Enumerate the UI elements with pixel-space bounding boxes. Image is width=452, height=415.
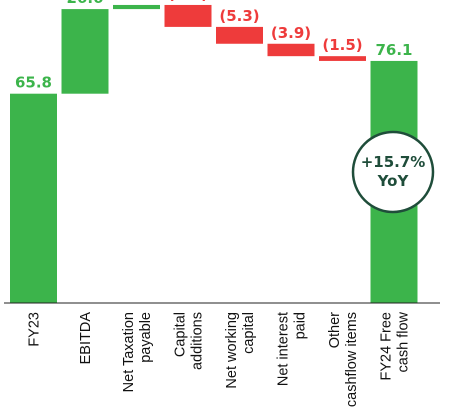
category-label-2: Net Taxation payable: [121, 312, 154, 392]
category-label-7: FY24 Free cash flow: [379, 311, 412, 380]
category-label-2-line-1: payable: [138, 312, 154, 363]
category-label-6-line-0: Other: [327, 312, 343, 348]
category-label-3-line-0: Capital: [173, 312, 189, 357]
yoy-callout: +15.7%YoY: [351, 130, 435, 214]
bar-3: [164, 4, 212, 27]
bar-6: [319, 56, 366, 61]
value-label-4: (5.3): [219, 7, 259, 25]
category-label-0-line-0: FY23: [27, 312, 43, 347]
value-label-6: (1.5): [322, 36, 362, 54]
category-label-2-line-0: Net Taxation: [121, 312, 137, 392]
callout-line-1: YoY: [377, 172, 410, 190]
category-label-4: Net working capital: [224, 312, 257, 389]
category-label-3-line-1: additions: [190, 312, 206, 370]
bar-4: [216, 26, 263, 44]
callout-line-0: +15.7%: [361, 153, 426, 171]
category-label-5: Net interest paid: [276, 312, 309, 386]
category-label-1-line-0: EBITDA: [78, 312, 94, 365]
category-label-5-line-1: paid: [293, 312, 309, 339]
value-label-0: 65.8: [15, 74, 52, 92]
value-label-7: 76.1: [375, 41, 412, 59]
bar-2: [113, 4, 160, 10]
bar-1: [61, 9, 109, 94]
value-label-1: 26.6: [66, 0, 103, 7]
category-label-0: FY23: [27, 312, 43, 347]
category-label-1: EBITDA: [78, 312, 94, 365]
category-label-7-line-0: FY24 Free: [379, 312, 395, 381]
category-label-3: Capital additions: [173, 312, 206, 370]
category-label-6: Other cashflow items: [327, 312, 360, 407]
category-label-6-line-1: cashflow items: [344, 312, 360, 407]
value-label-3: (6.9): [168, 0, 208, 3]
category-label-5-line-0: Net interest: [276, 312, 292, 386]
bar-5: [267, 43, 315, 57]
category-label-7-line-1: cash flow: [396, 311, 412, 372]
category-label-4-line-0: Net working: [224, 312, 240, 389]
value-label-5: (3.9): [271, 24, 311, 42]
bar-0: [10, 93, 57, 303]
value-label-2: 1.3: [123, 0, 150, 3]
callout-circle: [351, 130, 435, 214]
category-label-4-line-1: capital: [241, 312, 257, 354]
